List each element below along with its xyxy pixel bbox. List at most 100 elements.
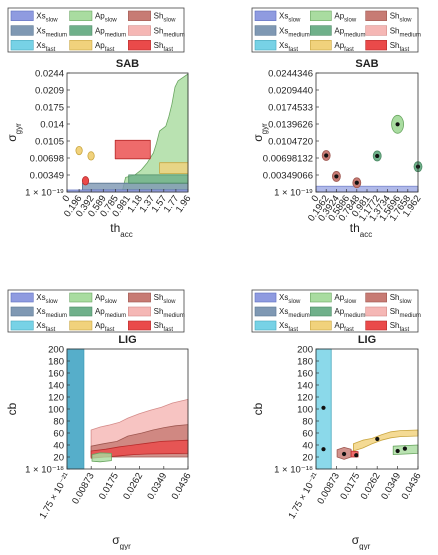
y-tick-label: 120: [297, 393, 313, 404]
chart-panel-2: 1 × 10⁻¹⁹ 0.00349066 0.00698132 0.0104720 0.…: [251, 58, 423, 239]
legend-label-ap-medium: Apmedium: [95, 307, 126, 319]
y-tick-label: 140: [297, 381, 313, 392]
y-axis-label: σgyr: [251, 123, 269, 142]
legend-swatch-xs-slow: [254, 10, 277, 21]
y-tick-label: 200: [48, 345, 64, 356]
x-axis-label: thacc: [110, 221, 132, 239]
legend-box: [251, 7, 419, 53]
y-tick-label: 0.0209440: [268, 86, 313, 97]
legend-label-ap-fast: Apfast: [95, 41, 115, 53]
y-axis-label: σgyr: [5, 123, 23, 142]
y-tick-label: 0.0209: [35, 86, 64, 97]
data-point-sh-fast: [81, 176, 90, 186]
legend-swatch-xs-medium: [10, 25, 34, 36]
legend-1: Xsslow Apslow Shslow Xsmedium Apmedium Shmedi…: [7, 7, 185, 53]
legend-label-ap-fast: Apfast: [334, 321, 354, 333]
y-tick-label: 80: [302, 417, 313, 428]
data-point-ap-fast: [75, 145, 83, 156]
legend-swatch-xs-medium: [254, 25, 277, 36]
legend-swatch-sh-fast: [128, 40, 151, 51]
y-tick-label: 140: [48, 381, 64, 392]
data-point-ap-slow: [402, 446, 407, 451]
legend-label-sh-fast: Shfast: [154, 41, 174, 53]
legend-2: Xsslow Apslow Shslow Xsmedium Apmedium Shmedi…: [251, 7, 421, 53]
y-tick-label: 0.0244346: [268, 69, 313, 80]
y-tick-label: 1 × 10⁻¹⁹: [25, 188, 64, 199]
legend-swatch-ap-medium: [310, 25, 332, 36]
legend-swatch-ap-slow: [69, 292, 93, 303]
x-tick-label: 0.0436: [400, 471, 424, 502]
data-point-ap-fast: [87, 151, 95, 161]
y-tick-label: 100: [297, 405, 313, 416]
legend-swatch-xs-fast: [254, 320, 277, 331]
legend-swatch-sh-medium: [128, 306, 151, 317]
y-tick-label: 0.0139626: [268, 120, 313, 131]
y-tick-label: 1 × 10⁻¹⁹: [274, 188, 313, 199]
legend-swatch-sh-slow: [365, 10, 387, 21]
legend-swatch-sh-medium: [128, 25, 151, 36]
legend-label-sh-fast: Shfast: [390, 321, 410, 333]
legend-label-sh-medium: Shmedium: [154, 26, 185, 38]
legend-swatch-ap-medium: [310, 306, 332, 317]
y-tick-label: 0.0244: [35, 69, 64, 80]
legend-swatch-ap-slow: [310, 292, 332, 303]
legend-label-xs-medium: Xsmedium: [279, 307, 310, 319]
legend-swatch-xs-slow: [254, 292, 277, 303]
y-axis-label-group: σgyr: [5, 123, 23, 142]
chart-title: LIG: [358, 334, 376, 346]
y-tick-label: 0.00698: [30, 154, 64, 165]
region-ap-slow: [91, 452, 112, 463]
y-tick-label: 180: [297, 357, 313, 368]
region-sh-fast: [114, 139, 151, 160]
data-point-ap-slow: [395, 122, 400, 127]
y-tick-label: 40: [302, 441, 313, 452]
legend-swatch-ap-slow: [310, 10, 332, 21]
y-tick-label: 0.0174533: [268, 103, 313, 114]
data-point-xs-fast: [321, 405, 326, 410]
legend-label-sh-slow: Shslow: [390, 12, 412, 24]
y-tick-label: 20: [302, 453, 313, 464]
legend-label-xs-slow: Xsslow: [36, 293, 58, 305]
y-axis-label: cb: [251, 402, 265, 415]
y-tick-label: 60: [53, 429, 64, 440]
y-axis-label-group: cb: [251, 402, 265, 415]
legend-swatch-sh-slow: [128, 10, 151, 21]
legend-swatch-sh-fast: [128, 320, 151, 331]
region-ap-fast: [159, 162, 189, 174]
legend-swatch-xs-medium: [254, 306, 277, 317]
legend-swatch-xs-slow: [10, 292, 34, 303]
legend-swatch-ap-medium: [69, 25, 93, 36]
y-tick-label: 0.00349066: [263, 171, 313, 182]
legend-label-sh-slow: Shslow: [154, 12, 176, 24]
legend-swatch-xs-medium: [10, 306, 34, 317]
x-tick-label: 0: [309, 193, 321, 204]
legend-label-xs-slow: Xsslow: [279, 12, 301, 24]
legend-box: [7, 289, 185, 333]
x-tick-label: 0.0436: [170, 471, 194, 502]
legend-label-xs-slow: Xsslow: [36, 12, 58, 24]
legend-3: Xsslow Apslow Shslow Xsmedium Apmedium Shmedi…: [7, 289, 185, 333]
y-tick-label: 0.014: [40, 120, 64, 131]
y-axis-label: cb: [5, 402, 19, 415]
y-tick-label: 160: [297, 369, 313, 380]
legend-swatch-sh-slow: [128, 292, 151, 303]
legend-label-ap-fast: Apfast: [95, 321, 115, 333]
legend-swatch-sh-fast: [365, 320, 387, 331]
y-tick-label: 200: [297, 345, 313, 356]
legend-label-xs-medium: Xsmedium: [36, 26, 67, 38]
legend-swatch-ap-fast: [69, 320, 93, 331]
x-tick-label: 0.0262: [121, 471, 145, 502]
legend-label-ap-slow: Apslow: [95, 293, 117, 305]
x-tick-label: 0.0175: [97, 471, 121, 502]
data-point-ap-slow: [395, 448, 400, 454]
legend-label-xs-fast: Xsfast: [36, 41, 55, 53]
y-axis-label-group: σgyr: [251, 123, 269, 142]
data-point-sh-slow: [354, 180, 359, 185]
legend-label-ap-slow: Apslow: [334, 12, 356, 24]
x-tick-label: 1.75 × 10⁻²¹: [286, 471, 321, 521]
region-xs-medium: [82, 182, 189, 191]
data-point-sh-slow: [324, 153, 329, 158]
